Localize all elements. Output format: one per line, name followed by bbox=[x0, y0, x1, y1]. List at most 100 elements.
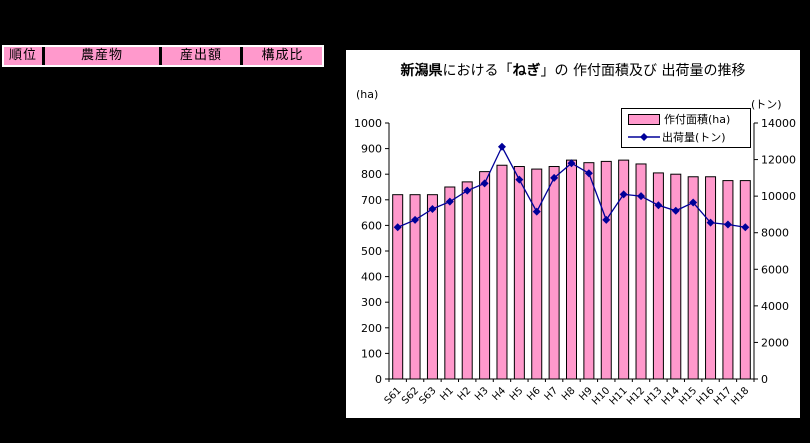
left-axis-tick-label: 800 bbox=[361, 168, 382, 181]
shipment-series-swatch-icon bbox=[628, 133, 660, 141]
bar-H8 bbox=[566, 159, 577, 380]
right-axis-tick-label: 14000 bbox=[761, 117, 796, 130]
bar-H5 bbox=[513, 166, 525, 380]
left-axis-tick-label: 0 bbox=[375, 373, 382, 386]
bar-H15 bbox=[687, 176, 699, 380]
x-category-label: H7 bbox=[543, 385, 561, 403]
chart-title-segment: ねぎ bbox=[512, 63, 541, 79]
shipment-marker-S63 bbox=[428, 204, 437, 213]
shipment-marker-H6 bbox=[532, 207, 541, 216]
bar-H14 bbox=[670, 173, 682, 380]
x-category-label: H4 bbox=[490, 385, 508, 403]
bar-H13 bbox=[652, 172, 664, 380]
left-axis-unit-label: (ha) bbox=[356, 88, 379, 101]
left-axis-tick-label: 1000 bbox=[354, 117, 382, 130]
bar-H12 bbox=[635, 163, 647, 380]
bar-H4 bbox=[496, 164, 508, 380]
shipment-marker-H8 bbox=[567, 159, 576, 168]
shipment-marker-H5 bbox=[515, 175, 524, 184]
bar-H17 bbox=[722, 180, 734, 380]
shipment-marker-H9 bbox=[584, 169, 593, 178]
shipment-marker-H13 bbox=[654, 201, 663, 210]
left-axis-tick-label: 900 bbox=[361, 143, 382, 156]
bar-H7 bbox=[548, 166, 560, 380]
right-axis-tick-label: 12000 bbox=[761, 154, 796, 167]
right-axis-tick-label: 2000 bbox=[761, 336, 789, 349]
shipment-marker-H7 bbox=[550, 173, 559, 182]
legend[interactable]: 作付面積(ha) 出荷量(トン) bbox=[621, 108, 751, 148]
right-axis-tick-label: 6000 bbox=[761, 263, 789, 276]
chart-panel[interactable]: 新潟県における「ねぎ」の 作付面積及び 出荷量の推移 (ha) (トン) 0 10… bbox=[346, 50, 800, 418]
x-category-label: H12 bbox=[625, 385, 647, 407]
x-category-label: H11 bbox=[608, 385, 630, 407]
left-axis-tick-label: 100 bbox=[361, 347, 382, 360]
bar-H9 bbox=[583, 162, 595, 380]
shipment-marker-H14 bbox=[671, 206, 680, 215]
bar-H16 bbox=[705, 176, 717, 380]
table-header-cell-output[interactable]: 産出額 bbox=[162, 47, 240, 65]
x-category-label: H2 bbox=[456, 385, 474, 403]
bar-H18 bbox=[739, 180, 751, 380]
shipment-marker-H16 bbox=[706, 218, 715, 227]
shipment-marker-H10 bbox=[602, 215, 611, 224]
x-category-label: H10 bbox=[590, 385, 612, 407]
area-series-swatch-icon bbox=[628, 113, 660, 125]
x-category-label: H5 bbox=[508, 385, 526, 403]
legend-item-area[interactable]: 作付面積(ha) bbox=[628, 111, 750, 127]
shipment-marker-H18 bbox=[741, 223, 750, 232]
left-axis-tick-label: 500 bbox=[361, 245, 382, 258]
table-header-row: 順位 農産物 産出額 構成比 bbox=[2, 45, 324, 67]
shipment-marker-H15 bbox=[689, 198, 698, 207]
shipment-marker-H1 bbox=[445, 197, 454, 206]
x-category-label: H18 bbox=[729, 385, 751, 407]
x-category-label: H1 bbox=[438, 385, 456, 403]
left-axis-tick-label: 300 bbox=[361, 296, 382, 309]
table-header-cell-rank[interactable]: 順位 bbox=[4, 47, 42, 65]
shipment-marker-H3 bbox=[480, 179, 489, 188]
legend-item-shipment[interactable]: 出荷量(トン) bbox=[628, 129, 750, 145]
x-category-label: H8 bbox=[560, 385, 578, 403]
x-category-label: H3 bbox=[473, 385, 491, 403]
shipment-marker-H4 bbox=[497, 142, 506, 151]
right-axis-unit-label: (トン) bbox=[751, 98, 782, 111]
left-axis-tick-label: 700 bbox=[361, 194, 382, 207]
shipment-marker-S62 bbox=[411, 215, 420, 224]
shipment-marker-H11 bbox=[619, 190, 628, 199]
x-category-label: S62 bbox=[400, 385, 421, 406]
x-category-label: H17 bbox=[712, 385, 734, 407]
chart-title-segment: 」の 作付面積及び 出荷量の推移 bbox=[540, 63, 746, 79]
shipment-marker-H2 bbox=[463, 186, 472, 195]
x-category-label: H14 bbox=[660, 385, 682, 407]
shipment-marker-S61 bbox=[393, 223, 402, 232]
bar-S61 bbox=[392, 194, 404, 380]
bar-H3 bbox=[479, 171, 491, 380]
left-axis-tick-label: 600 bbox=[361, 219, 382, 232]
shipment-diamond-marker-icon bbox=[640, 133, 648, 141]
bar-S62 bbox=[409, 194, 421, 380]
shipment-marker-H17 bbox=[723, 220, 732, 229]
right-axis-tick-label: 0 bbox=[761, 373, 768, 386]
chart-title-segment: における「 bbox=[442, 63, 513, 79]
x-category-label: S61 bbox=[383, 385, 404, 406]
right-axis-tick-label: 8000 bbox=[761, 227, 789, 240]
table-header-cell-product[interactable]: 農産物 bbox=[45, 47, 159, 65]
table-header-cell-proportion[interactable]: 構成比 bbox=[243, 47, 322, 65]
bar-H1 bbox=[444, 186, 456, 380]
left-axis-tick-label: 200 bbox=[361, 322, 382, 335]
right-axis-tick-label: 10000 bbox=[761, 190, 796, 203]
plot-area: 0100200300400500600700800900100002000400… bbox=[354, 117, 796, 407]
legend-label-shipment: 出荷量(トン) bbox=[662, 131, 726, 144]
shipment-marker-H12 bbox=[637, 192, 646, 201]
x-category-label: H6 bbox=[525, 385, 543, 403]
bar-H10 bbox=[600, 160, 612, 380]
legend-label-area: 作付面積(ha) bbox=[664, 113, 731, 126]
chart-title-segment: 新潟県 bbox=[400, 63, 443, 79]
bar-H2 bbox=[461, 181, 473, 380]
x-category-label: H13 bbox=[642, 385, 664, 407]
right-axis-tick-label: 4000 bbox=[761, 300, 789, 313]
x-category-label: H16 bbox=[695, 385, 717, 407]
bar-S63 bbox=[426, 194, 438, 380]
bar-H6 bbox=[531, 168, 543, 380]
chart-title: 新潟県における「ねぎ」の 作付面積及び 出荷量の推移 bbox=[346, 60, 800, 80]
